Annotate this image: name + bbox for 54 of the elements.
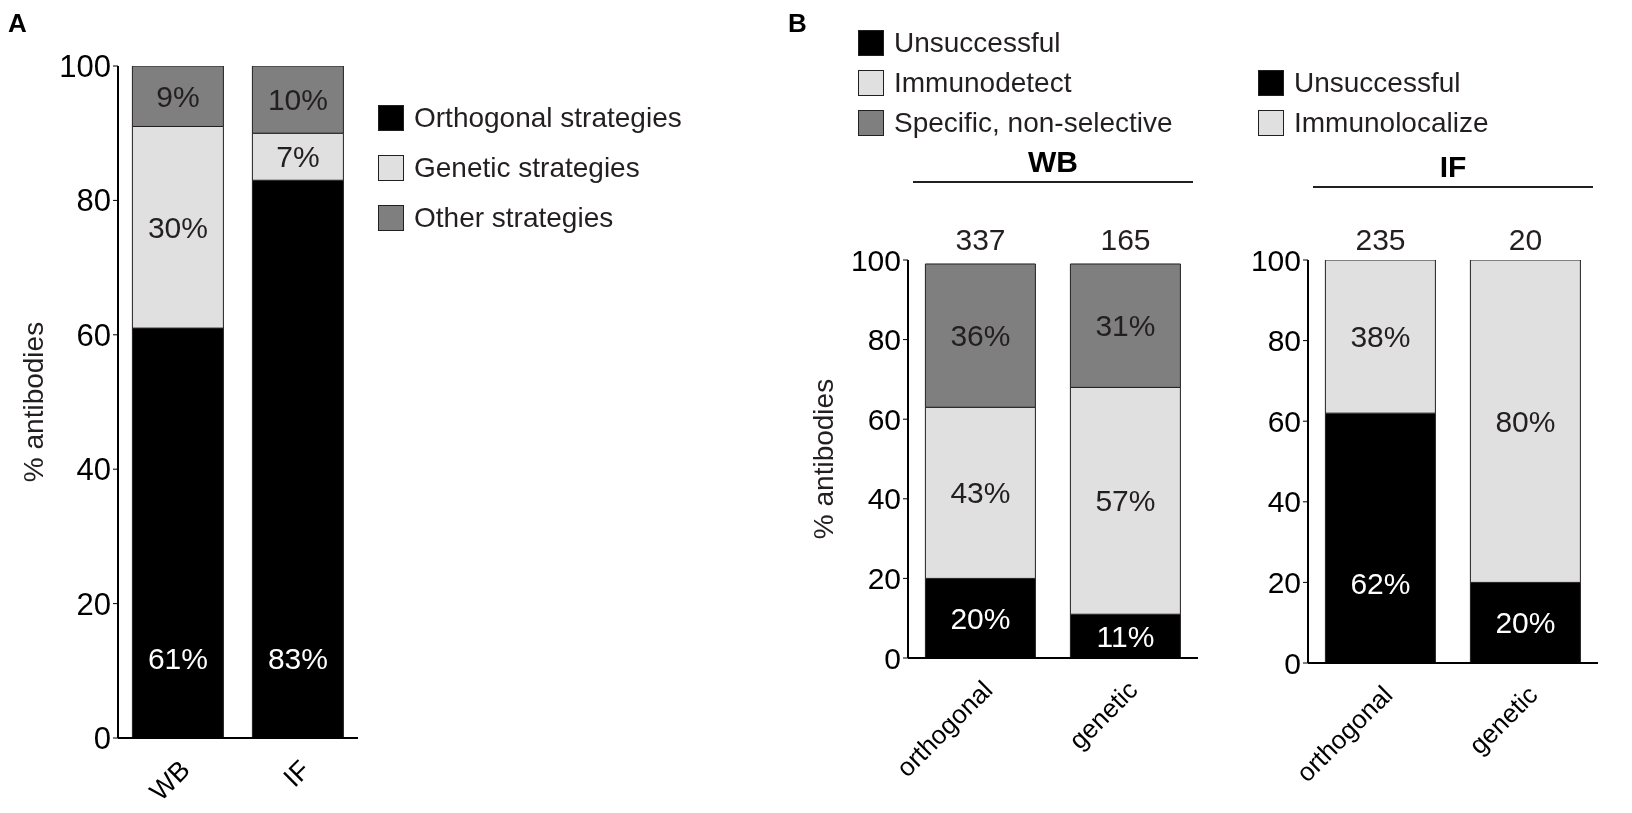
annotation: 235 (1355, 223, 1406, 256)
y-tick-label: 60 (76, 317, 111, 353)
x-tick-label: IF (277, 754, 316, 793)
legend-label: Unsuccessful (1294, 67, 1461, 99)
annotation: 337 (955, 223, 1006, 256)
data-label: 31% (1095, 309, 1156, 343)
y-tick-label: 80 (76, 183, 111, 219)
y-tick-label: 0 (1284, 646, 1301, 680)
data-label: 80% (1495, 404, 1556, 438)
data-label: 57% (1095, 484, 1156, 518)
data-label: 36% (950, 319, 1011, 353)
legend-label: Orthogonal strategies (414, 102, 682, 134)
y-tick-label: 40 (1267, 485, 1301, 519)
legend-label: Immunolocalize (1294, 107, 1489, 139)
data-label: 43% (950, 476, 1011, 510)
legend-label: Specific, non-selective (894, 107, 1173, 139)
y-tick-label: 100 (1250, 243, 1301, 277)
data-label: 9% (156, 79, 200, 113)
y-tick-label: 80 (1267, 324, 1301, 358)
y-tick-label: 0 (93, 721, 111, 757)
y-tick-label: 40 (76, 452, 111, 488)
y-tick-label: 20 (76, 586, 111, 622)
text: A (8, 8, 27, 39)
y-tick-label: 20 (1267, 566, 1301, 600)
y-tick-label: 0 (884, 641, 901, 675)
y-tick-label: 100 (850, 243, 901, 277)
legend-label: Genetic strategies (414, 152, 640, 184)
legend-label: Other strategies (414, 202, 614, 234)
y-tick-label: 20 (867, 562, 901, 596)
annotation: 20 (1508, 223, 1543, 256)
legend-label: Unsuccessful (894, 27, 1061, 59)
data-label: 20% (1495, 606, 1556, 640)
data-label: 10% (267, 83, 328, 117)
legend-label: Immunodetect (894, 67, 1072, 99)
data-label: 61% (147, 641, 208, 675)
data-label: 11% (1096, 619, 1155, 653)
chart-title: WB (913, 143, 1193, 183)
x-tick-label: WB (143, 754, 196, 807)
data-label: 83% (267, 641, 328, 675)
y-tick-label: 60 (1267, 404, 1301, 438)
text: B (788, 8, 807, 39)
y-axis-title: % antibodies (17, 321, 49, 483)
y-axis-title: % antibodies (807, 378, 839, 540)
data-label: 30% (147, 210, 208, 244)
annotation: 165 (1100, 223, 1151, 256)
y-tick-label: 100 (59, 49, 111, 84)
data-label: 20% (950, 601, 1011, 635)
y-tick-label: 40 (867, 482, 901, 516)
data-label: 38% (1350, 320, 1411, 354)
chart-title: IF (1313, 148, 1593, 188)
y-tick-label: 80 (867, 323, 901, 357)
y-tick-label: 60 (867, 402, 901, 436)
data-label: 7% (276, 140, 320, 174)
data-label: 62% (1350, 566, 1411, 600)
